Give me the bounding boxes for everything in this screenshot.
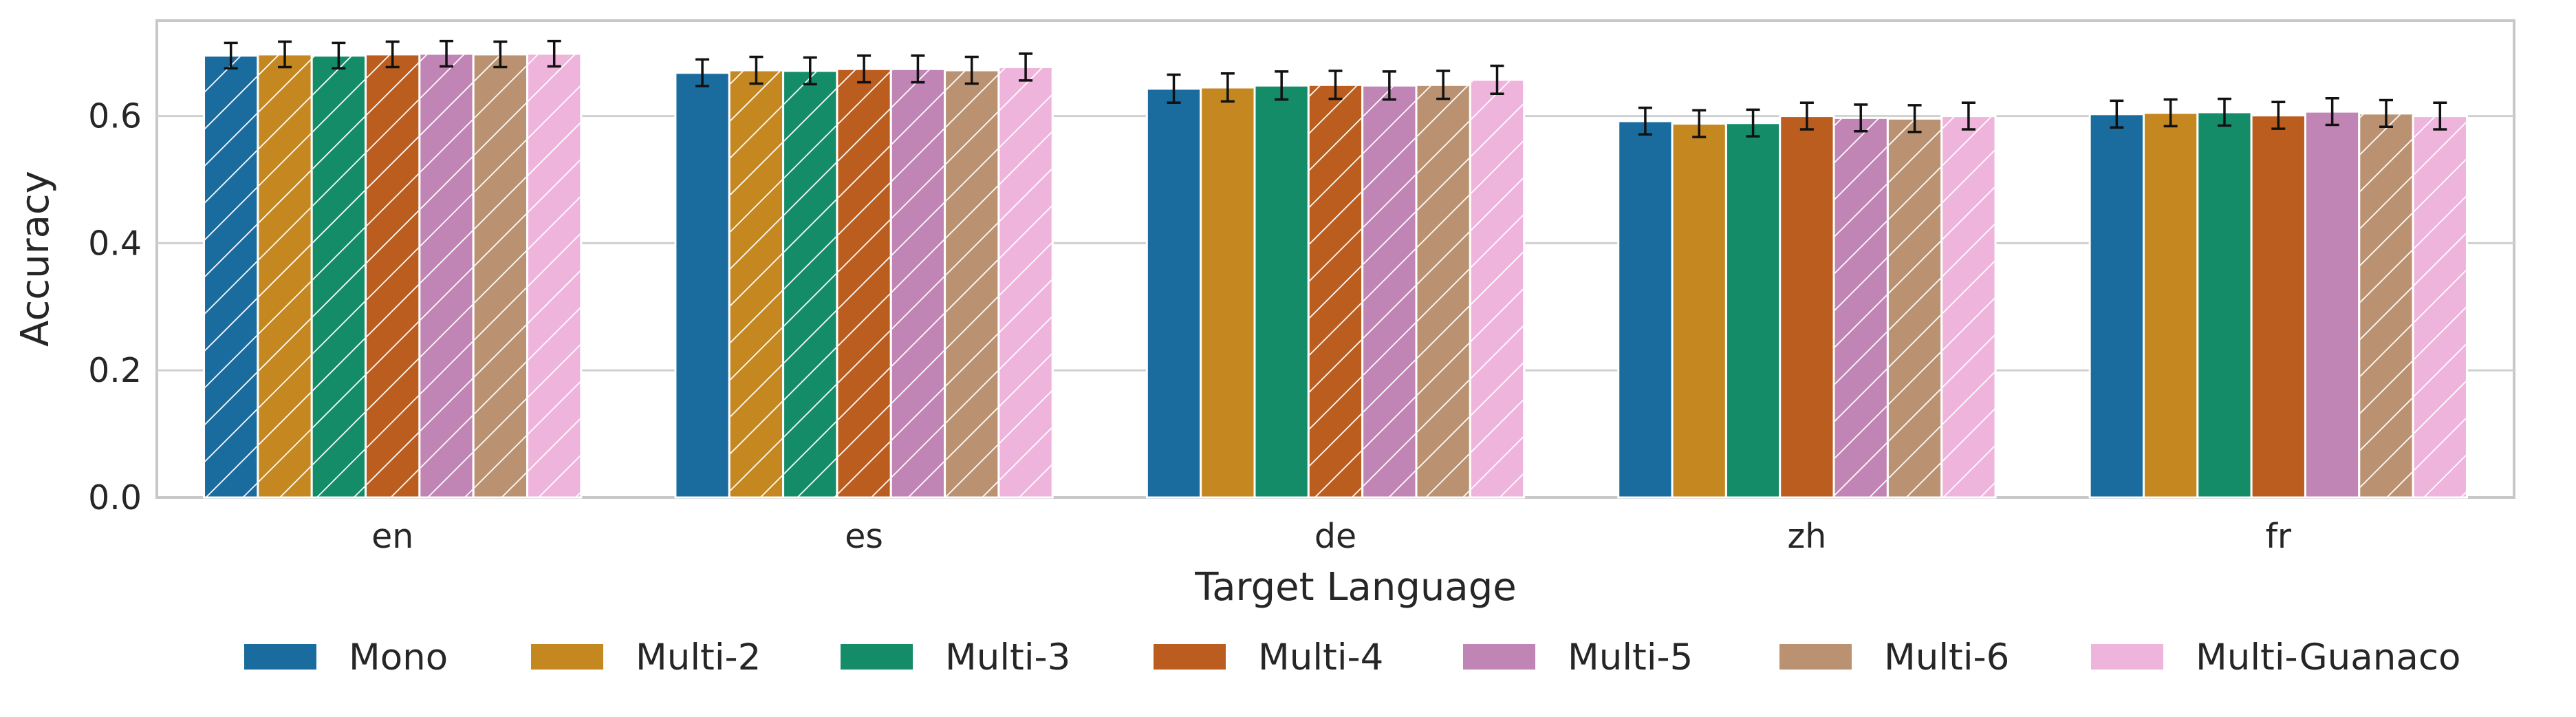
bar-hatch	[420, 54, 473, 497]
bar-hatch	[1309, 85, 1362, 497]
bar-hatch	[999, 67, 1052, 497]
bar	[1779, 115, 1835, 499]
error-bars-layer	[224, 39, 2447, 138]
legend-swatch	[531, 644, 603, 670]
x-tick-label: es	[845, 517, 883, 556]
y-axis-title: Accuracy	[13, 171, 58, 347]
y-tick-labels: 0.0 0.2 0.4 0.6	[88, 97, 142, 517]
bar-hatch	[838, 69, 890, 497]
x-tick-label: de	[1314, 517, 1356, 556]
legend-label: Mono	[349, 636, 448, 678]
legend-label: Multi-4	[1258, 636, 1383, 678]
bar-hatch	[205, 56, 257, 497]
bar-hatch	[2414, 117, 2466, 497]
y-tick-label: 0.0	[88, 478, 142, 517]
legend-swatch	[2091, 644, 2163, 670]
bar	[1617, 120, 1674, 499]
legend-label: Multi-6	[1884, 636, 2009, 678]
bar	[2304, 110, 2361, 499]
bar-hatch	[1471, 81, 1524, 497]
bar-hatch	[1888, 119, 1941, 497]
bar-hatch	[1942, 117, 1995, 497]
legend-label: Multi-3	[945, 636, 1070, 678]
bar-hatch	[474, 55, 527, 497]
bar	[2196, 111, 2253, 499]
legend-swatch	[1463, 644, 1535, 670]
bar	[2250, 114, 2306, 499]
bar	[1253, 84, 1310, 499]
bar-hatch	[1363, 86, 1416, 497]
x-tick-labels: en es de zh fr	[371, 517, 2292, 556]
x-tick-label: zh	[1788, 517, 1827, 556]
bar	[674, 72, 730, 499]
bar-hatch	[367, 55, 419, 497]
bar-hatch	[1834, 118, 1887, 497]
bar	[1145, 87, 1202, 499]
legend: Mono Multi-2 Multi-3 Multi-4 Multi-5 Multi-6 M…	[244, 636, 2460, 678]
legend-swatch	[1154, 644, 1226, 670]
x-tick-label: en	[371, 517, 413, 556]
y-tick-label: 0.2	[88, 351, 142, 390]
bar	[2142, 111, 2199, 499]
legend-label: Multi-2	[636, 636, 761, 678]
legend-label: Multi-5	[1568, 636, 1693, 678]
x-tick-label: fr	[2266, 517, 2292, 556]
bars-layer	[203, 52, 2468, 499]
bar-hatch	[259, 55, 311, 497]
bar	[1200, 86, 1256, 499]
x-axis-title: Target Language	[1194, 565, 1516, 610]
legend-swatch	[244, 644, 316, 670]
bar-hatch	[2360, 114, 2412, 497]
bar	[1671, 122, 1727, 499]
y-tick-label: 0.4	[88, 224, 142, 263]
bar-hatch	[784, 72, 836, 497]
bar	[1724, 122, 1782, 499]
bar-hatch	[730, 71, 783, 497]
bar-hatch	[528, 54, 581, 497]
y-tick-label: 0.6	[88, 97, 142, 136]
bar	[2088, 113, 2145, 499]
bar-hatch	[891, 69, 944, 497]
bar-hatch	[1417, 85, 1469, 497]
legend-label: Multi-Guanaco	[2196, 636, 2460, 678]
legend-swatch	[1779, 644, 1852, 670]
bar-hatch	[312, 56, 365, 497]
legend-swatch	[841, 644, 913, 670]
bar-hatch	[946, 71, 998, 497]
